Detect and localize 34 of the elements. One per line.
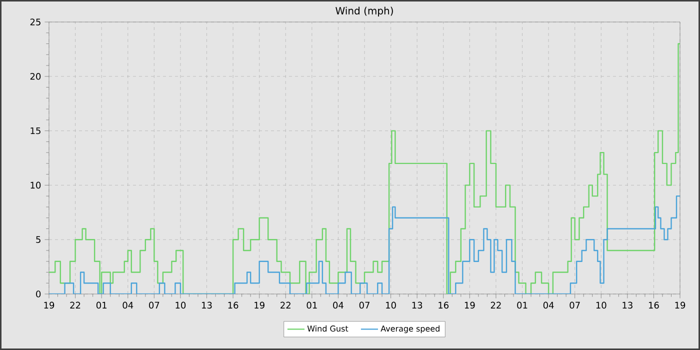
x-tick-label: 04 [333,302,344,309]
x-tick-label: 01 [306,302,317,309]
x-tick-label: 04 [122,302,134,309]
x-tick-label: 13 [202,302,212,309]
x-tick-label: 10 [176,302,186,309]
x-tick-label: 16 [648,302,659,309]
x-tick-label: 07 [149,302,160,309]
x-tick-label: 16 [228,302,238,309]
y-tick-label: 0 [36,290,41,298]
x-tick-label: 19 [464,302,475,309]
x-tick-label: 22 [70,302,80,308]
y-tick-label: 10 [30,182,41,189]
chart-title: Wind (mph) [336,6,393,16]
x-tick-label: 07 [359,302,370,309]
y-tick-label: 25 [30,18,40,26]
legend-label: Wind Gust [307,325,348,332]
y-tick-label: 20 [30,72,41,80]
x-tick-label: 22 [490,302,501,308]
x-tick-label: 22 [280,302,290,308]
x-tick-label: 16 [438,302,449,309]
x-tick-label: 10 [596,302,606,309]
y-tick-label: 15 [30,127,40,134]
x-tick-label: 19 [675,302,686,309]
x-tick-label: 01 [517,302,528,309]
x-tick-label: 19 [44,302,54,309]
x-tick-label: 19 [254,302,264,309]
x-tick-label: 13 [622,302,632,309]
x-tick-label: 07 [570,302,580,309]
x-tick-label: 04 [543,302,554,309]
legend-label: Average speed [380,325,440,334]
x-tick-label: 10 [386,302,396,309]
x-tick-label: 13 [412,302,422,309]
x-tick-label: 01 [96,302,106,309]
y-tick-label: 5 [36,236,40,243]
